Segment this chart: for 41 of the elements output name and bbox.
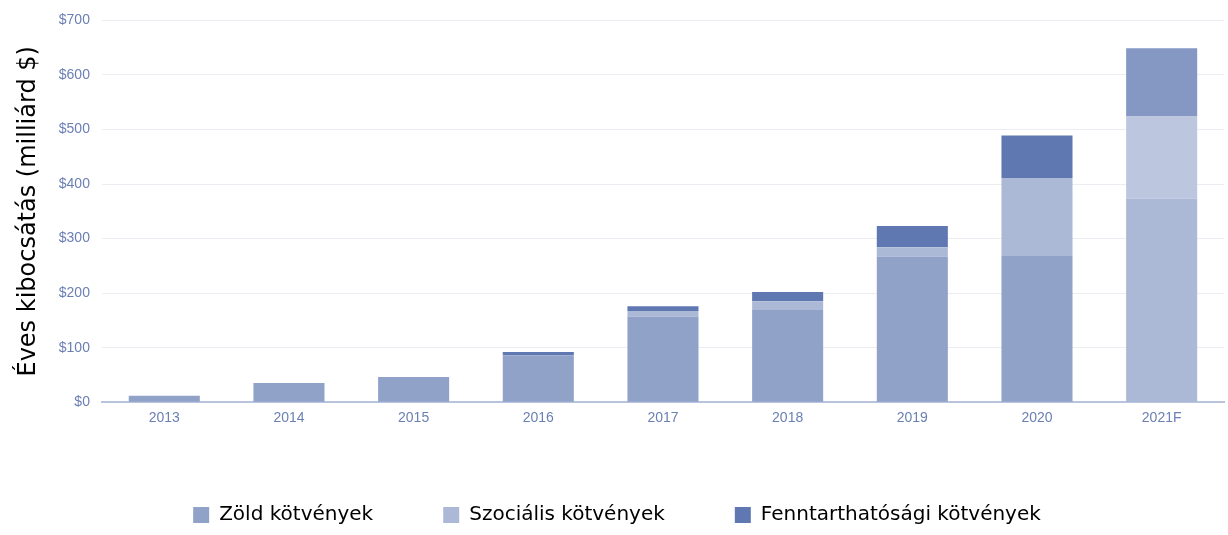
- y-axis-title: Éves kibocsátás (milliárd $): [11, 46, 41, 377]
- y-tick-label: $700: [58, 11, 91, 28]
- y-tick-label: $300: [58, 229, 91, 246]
- x-tick-label: 2018: [772, 409, 804, 426]
- y-tick-label: $400: [58, 174, 91, 191]
- bar: [128, 395, 200, 402]
- bar: [1126, 48, 1198, 117]
- bar: [876, 247, 948, 257]
- x-tick-label: 2014: [273, 409, 305, 426]
- bar: [627, 316, 699, 402]
- y-tick-label: $100: [58, 338, 91, 355]
- legend-label: Szociális kötvények: [469, 501, 666, 526]
- bar: [502, 352, 574, 356]
- bar: [752, 292, 824, 302]
- bar: [1001, 178, 1073, 257]
- x-tick-label: 2016: [522, 409, 555, 426]
- x-tick-label: 2017: [647, 409, 679, 426]
- y-tick-label: $0: [74, 393, 91, 410]
- bar: [752, 310, 824, 402]
- y-tick-label: $200: [58, 283, 91, 300]
- bar: [876, 256, 948, 402]
- x-tick-label: 2019: [896, 409, 929, 426]
- bar: [1001, 256, 1073, 402]
- bar: [627, 306, 699, 312]
- bar: [1126, 116, 1198, 199]
- bar: [752, 301, 824, 311]
- bar: [627, 311, 699, 317]
- bar: [1001, 135, 1073, 179]
- bar: [253, 383, 325, 402]
- legend-label: Zöld kötvények: [219, 501, 374, 526]
- bar: [876, 226, 948, 248]
- y-tick-label: $500: [58, 120, 91, 137]
- x-tick-label: 2015: [398, 409, 430, 426]
- x-tick-label: 2021F: [1141, 409, 1182, 426]
- x-tick-label: 2020: [1021, 409, 1053, 426]
- y-tick-label: $600: [58, 65, 91, 82]
- x-tick-label: 2013: [148, 409, 181, 426]
- bar: [502, 355, 574, 402]
- legend-label: Fenntarthatósági kötvények: [760, 501, 1042, 526]
- bar: [1126, 198, 1198, 402]
- bar: [378, 377, 450, 402]
